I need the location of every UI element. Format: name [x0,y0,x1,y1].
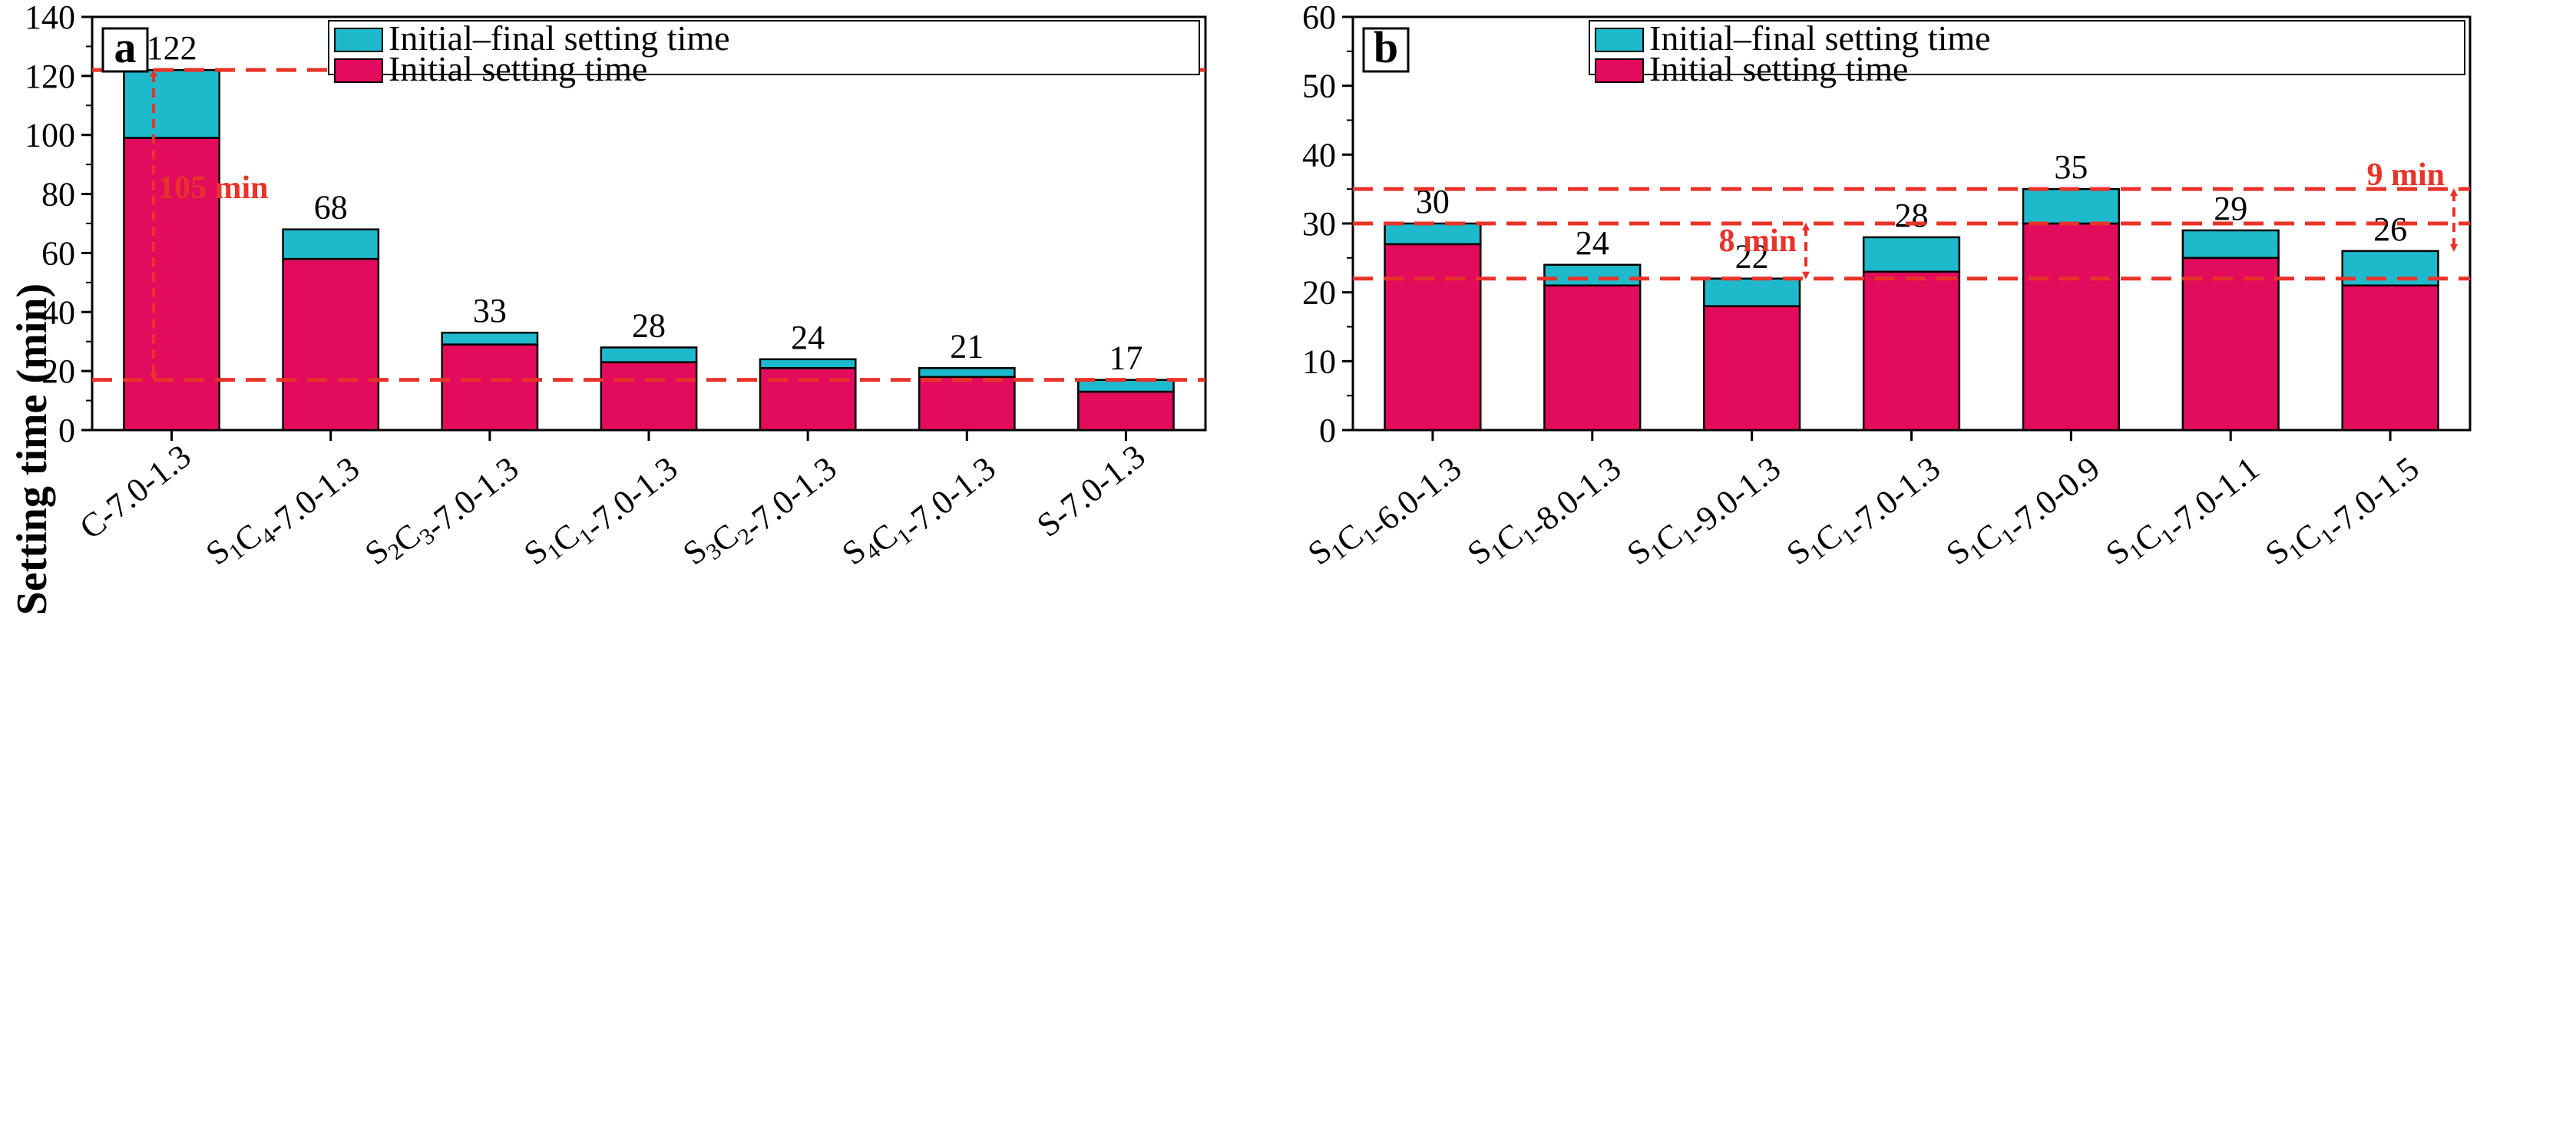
panel-letter: b [1374,22,1398,72]
bar-initial-4 [1862,270,1961,432]
bar-final-segment-6 [918,367,1016,379]
y-tick-label: 0 [1319,412,1336,449]
y-tick-label: 40 [41,293,75,331]
panel-a-chart: 0 20 40 60 80 100 120 140 122 C-7.0-1.3 68 S1C4-7.0… [25,0,1207,584]
legend-swatch-2 [334,58,383,83]
x-category-label-5: S1C1-7.0-0.9 [1939,437,2106,584]
bar-total-label-7: 26 [2373,210,2407,248]
panel-letter: a [114,22,137,72]
bar-initial-2 [1543,284,1642,432]
legend-label-1: Initial–final setting time [1649,18,1991,58]
x-category-label-3: S1C1-9.0-1.3 [1620,437,1787,584]
bar-initial-7 [1077,390,1175,432]
bar-final-segment-3 [441,331,539,346]
bar-final-segment-4 [1862,236,1961,273]
bar-final-segment-7 [2341,250,2439,286]
x-category-label-4: S1C1-7.0-1.3 [517,437,684,584]
bar-final-segment-2 [1543,263,1642,286]
bar-final-segment-1 [123,68,220,139]
x-category-label-3: S2C3-7.0-1.3 [358,437,525,584]
y-tick-label: 30 [1302,205,1336,243]
legend-swatch-1 [1595,28,1644,52]
bar-total-label-6: 29 [2214,190,2247,227]
bar-final-segment-6 [2181,229,2280,260]
x-category-label-1: S1C1-6.0-1.3 [1301,437,1468,584]
legend-swatch-1 [334,28,383,52]
bar-total-label-4: 28 [632,306,666,344]
bar-total-label-5: 24 [791,319,825,356]
x-category-label-6: S4C1-7.0-1.3 [835,437,1002,584]
legend-swatch-2 [1595,58,1644,83]
bar-total-label-2: 68 [314,189,348,227]
bar-initial-4 [600,361,698,432]
y-tick-label: 100 [25,117,75,154]
bar-initial-6 [2181,257,2280,432]
legend-label-2: Initial setting time [1649,49,1908,88]
y-tick-label: 20 [1302,274,1336,312]
bar-final-segment-5 [759,358,857,369]
x-category-label-2: S1C1-8.0-1.3 [1460,437,1628,584]
y-tick-label: 20 [41,353,75,390]
bar-total-label-3: 33 [473,292,507,329]
bar-initial-1 [1384,243,1482,432]
legend-box [328,20,1200,75]
bar-total-label-1: 122 [147,29,197,67]
x-category-label-7: S1C1-7.0-1.5 [2258,437,2426,584]
bar-initial-7 [2341,284,2439,432]
x-category-label-5: S3C2-7.0-1.3 [676,437,843,584]
y-tick-label: 120 [25,58,75,95]
bar-initial-6 [918,376,1016,432]
bar-total-label-7: 17 [1109,339,1143,377]
bar-final-segment-2 [282,228,380,260]
y-tick-label: 140 [25,0,75,36]
y-tick-label: 80 [41,176,75,213]
x-category-label-1: C-7.0-1.3 [73,437,198,546]
y-tick-label: 60 [41,234,75,272]
annotation-label-1: 105 min [158,170,269,206]
y-tick-label: 0 [58,412,75,449]
bar-total-label-6: 21 [950,327,984,365]
legend-label-2: Initial setting time [389,49,647,88]
y-tick-label: 10 [1302,343,1336,380]
bar-final-segment-5 [2022,187,2120,225]
bar-total-label-3: 22 [1735,238,1769,276]
legend-label-1: Initial–final setting time [389,18,730,58]
y-tick-label: 60 [1302,0,1336,36]
x-category-label-6: S1C1-7.0-1.1 [2098,437,2266,584]
y-axis-title: Setting time (min) [8,283,56,615]
panel-letter-box [101,27,149,73]
annotation-label-1: 8 min [1718,223,1797,259]
y-tick-label: 50 [1302,68,1336,105]
x-category-label-2: S1C4-7.0-1.3 [199,437,366,584]
bar-total-label-2: 24 [1576,224,1609,262]
bar-final-segment-4 [600,346,698,363]
bar-final-segment-1 [1384,222,1482,246]
x-category-label-7: S-7.0-1.3 [1030,437,1152,544]
legend-box [1589,20,2465,75]
y-tick-label: 40 [1302,136,1336,174]
panel-b-chart: 010203040506030S1C1-6.0-1.324S1C1-8.0-1.… [1301,0,2472,584]
bar-final-segment-3 [1703,277,1801,307]
x-category-label-4: S1C1-7.0-1.3 [1780,437,1947,584]
annotation-label-2: 9 min [2366,157,2445,193]
bar-initial-2 [282,257,380,432]
panel-letter-box [1362,27,1410,73]
bar-final-segment-7 [1077,379,1175,393]
bar-initial-3 [441,343,539,432]
bar-total-label-5: 35 [2054,148,2088,186]
bar-initial-5 [2022,222,2120,432]
bar-total-label-4: 28 [1895,197,1929,234]
bar-initial-3 [1703,305,1801,432]
bar-initial-5 [759,367,857,432]
